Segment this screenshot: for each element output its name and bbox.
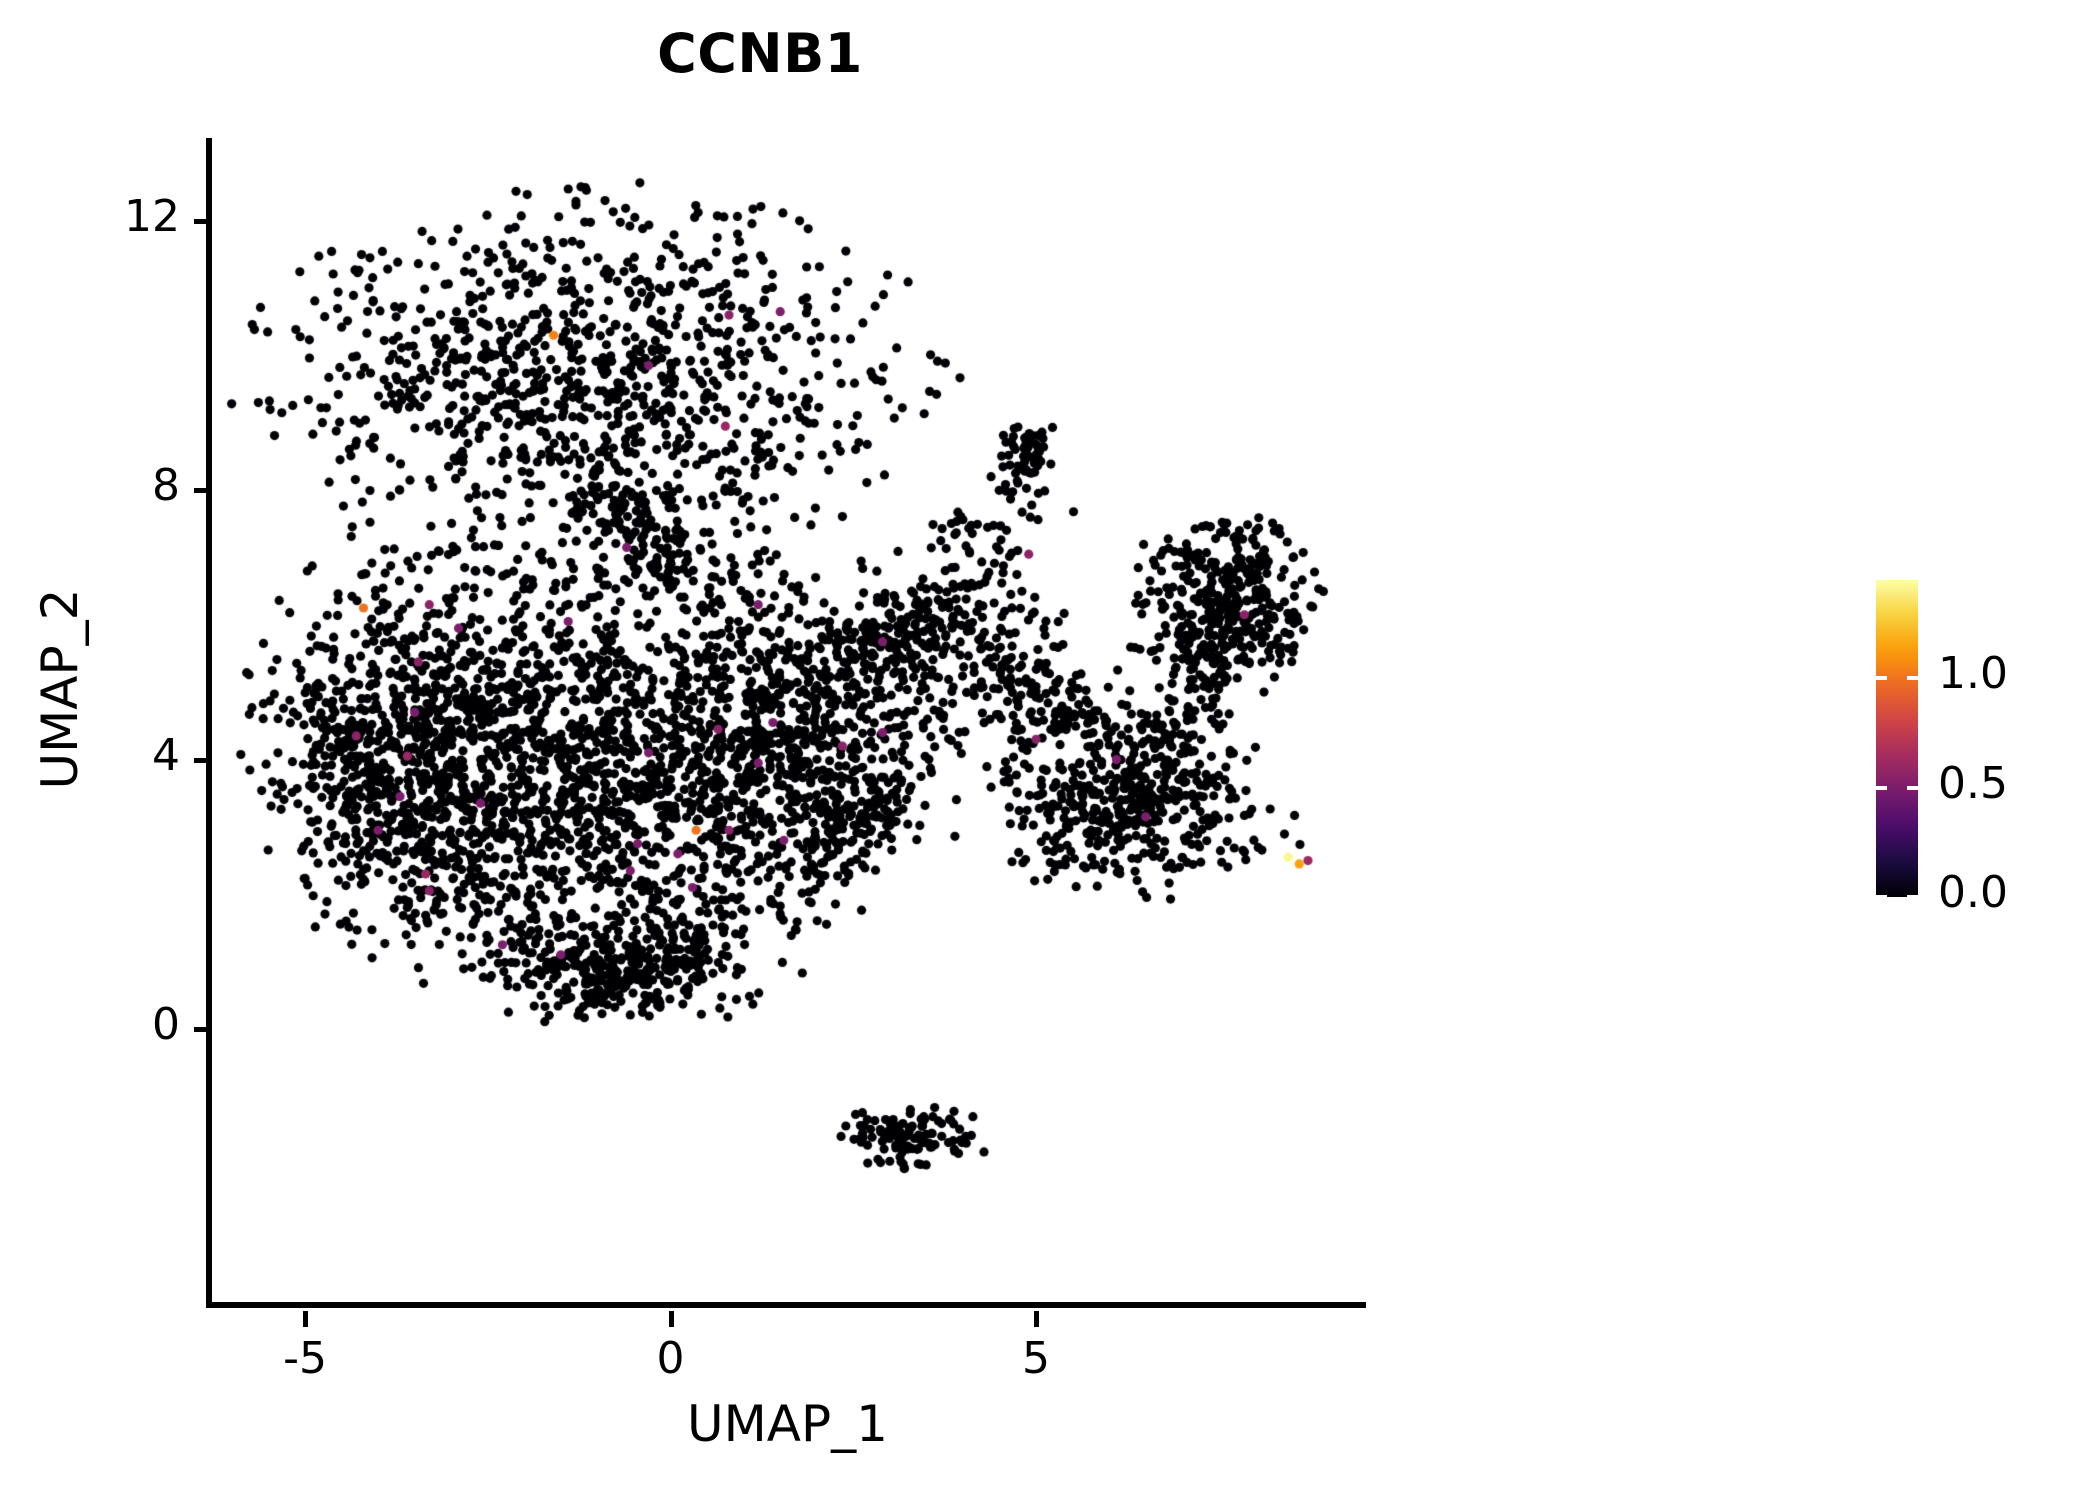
colorbar-tick-label: 1.0: [1938, 648, 2008, 700]
y-axis-label: UMAP_2: [31, 588, 89, 790]
colorbar-tick-mark: [1907, 895, 1918, 899]
colorbar-tick-mark: [1907, 676, 1918, 681]
y-axis-spine: [206, 138, 212, 1308]
colorbar-tick-label: 0.5: [1938, 757, 2008, 809]
colorbar-gradient: [1876, 580, 1918, 897]
colorbar-tick-label: 0.0: [1938, 867, 2008, 918]
colorbar-tick-mark: [1876, 895, 1887, 899]
colorbar-tick-mark: [1907, 785, 1918, 790]
x-tick-label: -5: [283, 1333, 327, 1384]
y-tick-label: 12: [124, 190, 180, 242]
x-tick-mark: [668, 1311, 674, 1327]
y-tick-label: 8: [152, 460, 180, 512]
scatter-points-canvas: [210, 140, 1365, 1305]
page-title: CCNB1: [657, 22, 863, 85]
x-tick-mark: [1034, 1311, 1040, 1327]
x-tick-label: 0: [656, 1333, 685, 1384]
y-tick-label: 0: [152, 998, 180, 1050]
x-tick-mark: [303, 1311, 309, 1327]
y-tick-mark: [194, 1026, 210, 1032]
y-tick-label: 4: [152, 729, 180, 781]
y-tick-mark: [194, 218, 210, 224]
x-axis-spine: [206, 1302, 1366, 1308]
colorbar-tick-mark: [1876, 676, 1887, 681]
plot-area: [210, 140, 1365, 1305]
y-tick-mark: [194, 757, 210, 763]
y-tick-mark: [194, 488, 210, 494]
x-axis-label: UMAP_1: [687, 1395, 888, 1453]
x-tick-label: 5: [1022, 1333, 1051, 1384]
colorbar-tick-mark: [1876, 785, 1887, 790]
